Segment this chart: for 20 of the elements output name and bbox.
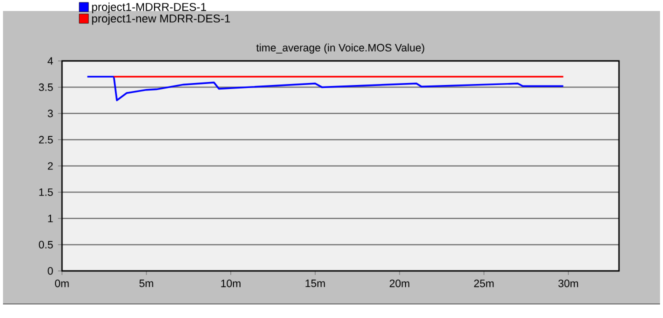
x-tick-label: 15m xyxy=(306,280,325,288)
x-tick-label: 20m xyxy=(390,280,410,288)
x-tick-label: 30m xyxy=(558,280,578,288)
x-tick-label: 10m xyxy=(221,280,240,288)
y-tick-label: 4 xyxy=(48,57,53,65)
y-tick-label: 3 xyxy=(48,110,53,118)
y-tick-label: 2 xyxy=(48,162,53,170)
line-series xyxy=(86,76,564,102)
x-tick-label: 0m xyxy=(55,280,69,288)
chart-title: time_average (in Voice.MOS Value) xyxy=(256,44,424,54)
y-tick-label: 3.5 xyxy=(38,83,53,92)
legend-label: project1-MDRR-DES-1 xyxy=(92,2,206,14)
y-tick-label: 0 xyxy=(48,267,53,275)
x-tick-label: 5m xyxy=(139,280,154,288)
x-tick-label: 25m xyxy=(474,280,494,288)
legend-label: project1-new MDRR-DES-1 xyxy=(92,14,230,25)
y-tick-label: 2.5 xyxy=(39,136,53,144)
y-tick-label: 0.5 xyxy=(38,240,53,248)
y-tick-label: 1.5 xyxy=(39,188,53,196)
y-tick-label: 1 xyxy=(48,214,53,222)
